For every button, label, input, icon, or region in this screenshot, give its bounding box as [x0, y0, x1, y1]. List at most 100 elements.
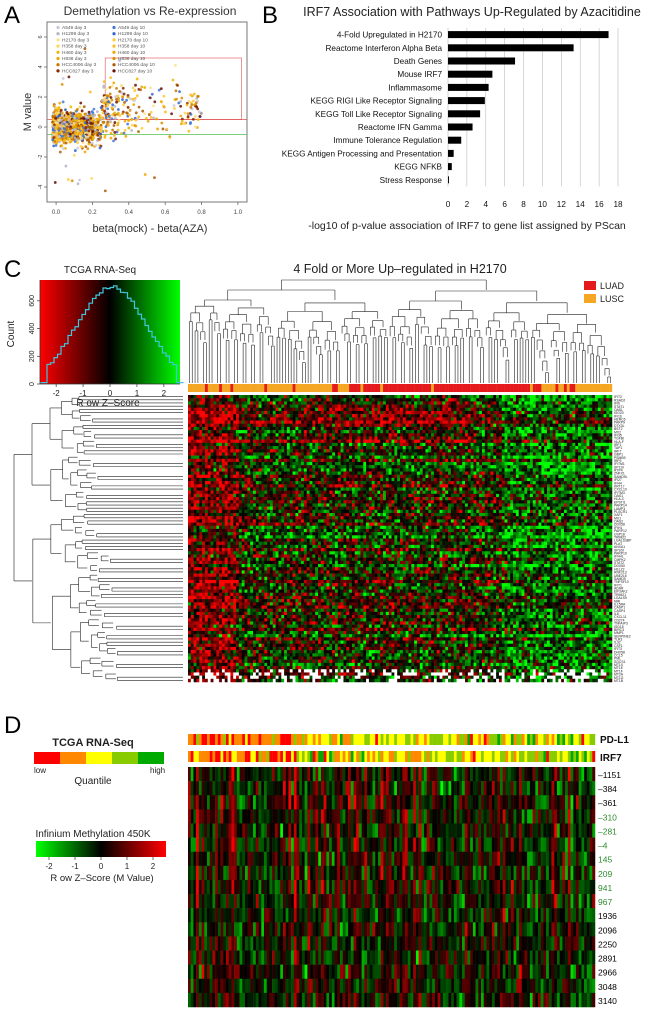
panel-a-point — [134, 111, 138, 115]
panel-c-heatmap-cell — [275, 398, 279, 402]
panel-c-heatmap-cell — [422, 426, 426, 431]
panel-c-heatmap-cell — [408, 430, 412, 434]
panel-c-heatmap-cell — [289, 420, 293, 424]
panel-c-heatmap-cell — [558, 423, 562, 428]
panel-a-point — [52, 104, 56, 108]
panel-a-point — [81, 134, 85, 138]
panel-c-heatmap-cell — [318, 442, 322, 447]
panel-c-heatmap-cell — [258, 414, 262, 418]
panel-c-heatmap-cell — [487, 436, 491, 440]
panel-c-heatmap-cell — [272, 423, 276, 428]
panel-c-subtype-cell — [244, 384, 248, 392]
panel-a-point — [61, 100, 65, 104]
panel-c-heatmap-cell — [227, 436, 231, 440]
panel-c-heatmap-cell — [286, 401, 291, 405]
panel-c-key-xlabel: R ow Z–Score — [76, 398, 140, 409]
panel-c-heatmap-cell — [318, 417, 322, 421]
panel-a-point — [84, 129, 88, 132]
panel-c-subtype-cell — [255, 384, 259, 392]
panel-c-heatmap-cell — [196, 430, 200, 434]
panel-c-heatmap-cell — [188, 426, 192, 431]
panel-c-heatmap-cell — [563, 414, 568, 418]
panel-c-heatmap-cell — [609, 433, 613, 437]
panel-c-heatmap-cell — [578, 404, 582, 409]
panel-c-heatmap-cell — [349, 395, 353, 399]
panel-c-heatmap-cell — [360, 439, 364, 444]
panel-c-heatmap-cell — [439, 423, 443, 428]
panel-c-heatmap-cell — [552, 395, 556, 399]
panel-c-heatmap-cell — [575, 417, 579, 421]
panel-c-heatmap-cell — [538, 426, 542, 431]
panel-c-heatmap-cell — [402, 395, 406, 399]
panel-c-subtype-cell — [397, 384, 401, 392]
panel-c-heatmap-cell — [210, 446, 214, 450]
panel-c-heatmap-cell — [453, 433, 457, 437]
panel-c-heatmap-cell — [221, 426, 225, 431]
panel-c-heatmap-cell — [541, 430, 545, 434]
panel-c-subtype-cell — [388, 384, 392, 392]
panel-c-heatmap-cell — [400, 407, 404, 412]
panel-a-point — [123, 128, 127, 132]
panel-c-heatmap-cell — [286, 442, 291, 447]
panel-c-heatmap-cell — [408, 439, 412, 444]
panel-c-heatmap-cell — [351, 426, 356, 431]
panel-c-heatmap-cell — [527, 433, 531, 437]
panel-c-heatmap-cell — [224, 407, 228, 412]
panel-c-heatmap-cell — [188, 439, 192, 444]
panel-a-point — [190, 103, 194, 107]
panel-a-point — [102, 120, 105, 124]
panel-c-heatmap-cell — [380, 446, 384, 450]
panel-c-heatmap-cell — [357, 423, 361, 428]
panel-c-heatmap-cell — [298, 433, 302, 437]
panel-c-heatmap-cell — [481, 417, 486, 421]
panel-c-heatmap-cell — [549, 420, 553, 424]
panel-c-heatmap-cell — [323, 398, 327, 402]
panel-c-heatmap-cell — [309, 420, 313, 424]
panel-c-heatmap-cell — [524, 442, 528, 447]
panel-c-heatmap-cell — [555, 423, 559, 428]
panel-c-legend-luad: LUAD — [600, 281, 625, 291]
panel-c-heatmap-cell — [250, 430, 254, 434]
panel-c-heatmap-cell — [436, 414, 440, 418]
panel-c-subtype-cell — [481, 384, 485, 392]
panel-c-heatmap-cell — [258, 446, 262, 450]
panel-c-heatmap-cell — [337, 414, 341, 418]
panel-c-heatmap-cell — [278, 420, 282, 424]
panel-c-heatmap-cell — [241, 401, 245, 405]
panel-a-point — [85, 120, 89, 124]
panel-c-heatmap-cell — [284, 433, 288, 437]
panel-c-heatmap-cell — [510, 401, 514, 405]
panel-c-heatmap-cell — [343, 420, 347, 424]
panel-c-heatmap-cell — [394, 423, 398, 428]
panel-c-heatmap-cell — [332, 439, 336, 444]
panel-c-heatmap-cell — [394, 446, 398, 450]
panel-c-heatmap-cell — [210, 417, 214, 421]
panel-c-subtype-cell — [193, 384, 197, 392]
panel-c-heatmap-cell — [343, 433, 347, 437]
panel-c-heatmap-cell — [422, 436, 426, 440]
panel-c-heatmap-cell — [346, 439, 350, 444]
panel-c-heatmap-cell — [292, 436, 296, 440]
panel-c-heatmap-cell — [592, 401, 596, 405]
panel-c-heatmap-cell — [332, 407, 336, 412]
panel-c-heatmap-cell — [448, 417, 452, 421]
panel-c-heatmap-cell — [295, 395, 299, 399]
panel-c-heatmap-cell — [213, 449, 217, 453]
panel-c-heatmap-cell — [419, 395, 423, 399]
panel-c-heatmap-cell — [377, 442, 381, 447]
panel-c-heatmap-cell — [329, 423, 333, 428]
panel-a-point — [84, 126, 88, 130]
panel-c-heatmap-cell — [261, 436, 265, 440]
panel-c-heatmap-cell — [196, 417, 200, 421]
panel-c-heatmap-cell — [501, 426, 505, 431]
panel-c-heatmap-cell — [219, 433, 223, 437]
panel-c-heatmap-cell — [595, 433, 599, 437]
panel-c-heatmap-cell — [244, 410, 248, 415]
panel-a-point — [76, 146, 80, 150]
panel-c-heatmap-cell — [258, 417, 262, 421]
panel-c-heatmap-cell — [255, 439, 259, 444]
panel-c-heatmap-cell — [592, 446, 596, 450]
panel-c-heatmap-cell — [272, 430, 276, 434]
panel-c-heatmap-cell — [210, 442, 214, 447]
panel-c-heatmap-cell — [546, 395, 551, 399]
